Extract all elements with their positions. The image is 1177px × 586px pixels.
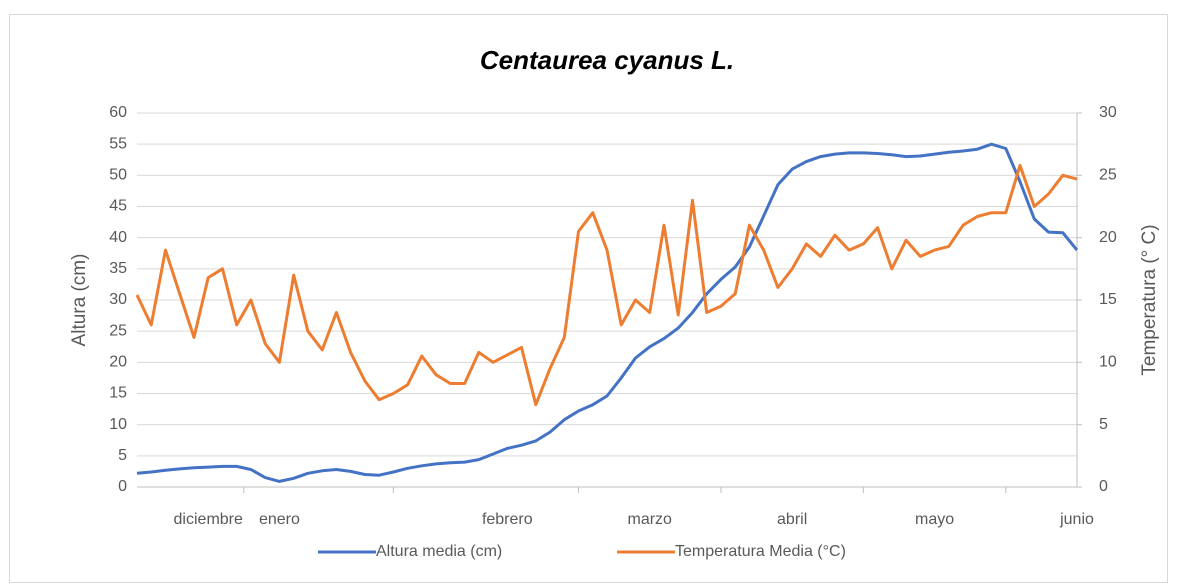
y-tick-label: 10 xyxy=(109,416,127,433)
x-tick-label: marzo xyxy=(628,511,673,528)
y2-tick-label: 20 xyxy=(1099,229,1117,246)
y2-tick-label: 0 xyxy=(1099,478,1108,495)
x-tick-label: mayo xyxy=(915,511,954,528)
x-tick-label: febrero xyxy=(482,511,533,528)
y-tick-label: 50 xyxy=(109,167,127,184)
y-tick-label: 40 xyxy=(109,229,127,246)
y-tick-label: 30 xyxy=(109,291,127,308)
x-tick-label: abril xyxy=(777,511,807,528)
y-tick-label: 60 xyxy=(109,104,127,121)
y2-tick-label: 30 xyxy=(1099,104,1117,121)
legend-label: Temperatura Media (°C) xyxy=(675,543,846,560)
x-tick-label: diciembre xyxy=(174,511,243,528)
y2-tick-label: 10 xyxy=(1099,354,1117,371)
y-tick-label: 15 xyxy=(109,385,127,402)
y-tick-label: 55 xyxy=(109,135,127,152)
y-tick-label: 45 xyxy=(109,198,127,215)
y2-tick-label: 25 xyxy=(1099,167,1117,184)
chart-title: Centaurea cyanus L. xyxy=(480,45,734,75)
y-tick-label: 35 xyxy=(109,260,127,277)
line-series xyxy=(135,163,1078,407)
line-series xyxy=(136,142,1079,483)
y-axis-label: Altura (cm) xyxy=(69,254,90,347)
y-tick-label: 20 xyxy=(109,354,127,371)
chart-frame xyxy=(9,14,1168,583)
y2-tick-label: 15 xyxy=(1099,291,1117,308)
y2-axis-label: Temperatura (° C) xyxy=(1139,224,1160,375)
y-tick-label: 25 xyxy=(109,322,127,339)
legend-label: Altura media (cm) xyxy=(376,543,502,560)
y2-tick-label: 5 xyxy=(1099,416,1108,433)
y-tick-label: 0 xyxy=(118,478,127,495)
x-tick-label: junio xyxy=(1059,511,1094,528)
y-tick-label: 5 xyxy=(118,447,127,464)
x-tick-label: enero xyxy=(259,511,300,528)
